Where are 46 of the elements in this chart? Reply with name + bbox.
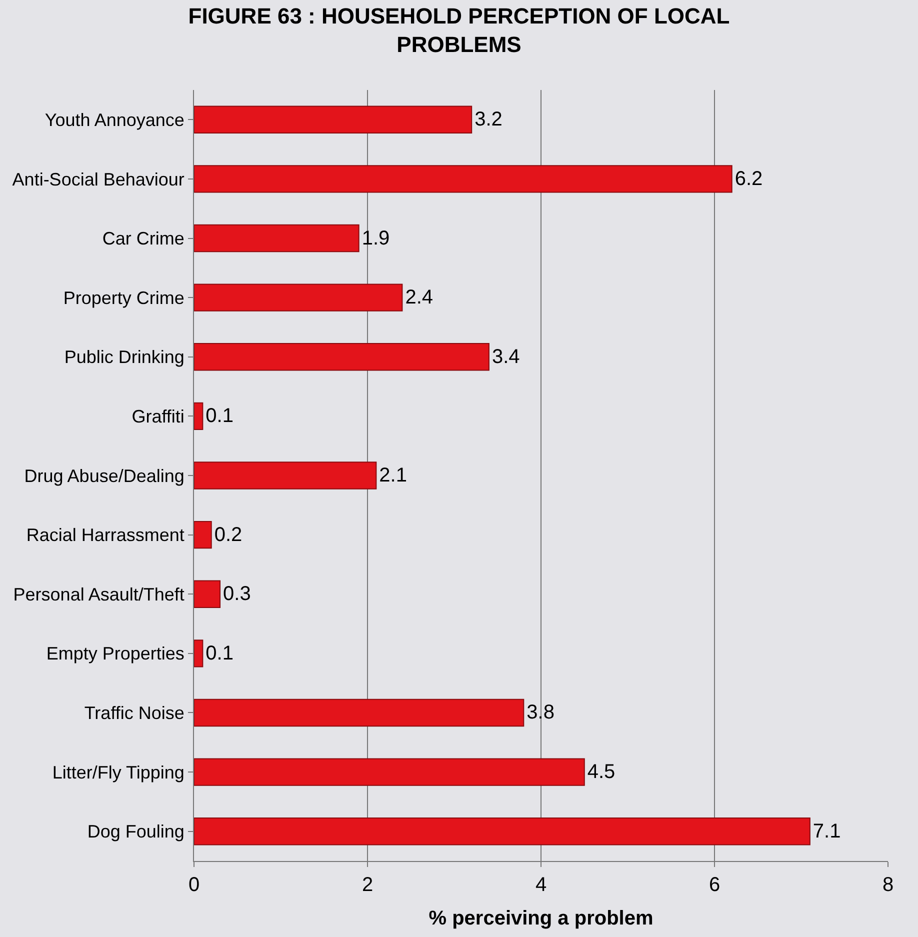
chart-title: FIGURE 63 : HOUSEHOLD PERCEPTION OF LOCAL PROBLEMS [188, 3, 730, 58]
data-label: 2.1 [379, 464, 407, 486]
bar [194, 818, 810, 846]
y-tick-label: Traffic Noise [84, 703, 184, 724]
data-label: 6.2 [734, 168, 763, 190]
x-tick-label: 4 [535, 874, 547, 896]
y-tick-label: Empty Properties [46, 644, 184, 664]
bar [194, 580, 221, 608]
y-tick-label: Dog Fouling [87, 822, 184, 842]
bar [194, 462, 377, 490]
bar [194, 640, 204, 668]
data-label: 0.2 [214, 524, 242, 546]
data-label: 0.1 [206, 642, 234, 664]
x-tick-label: 6 [708, 874, 720, 896]
x-tick-label: 0 [188, 874, 200, 896]
y-tick-label: Property Crime [63, 288, 184, 308]
y-tick-label: Car Crime [102, 228, 184, 249]
data-label: 3.2 [474, 108, 502, 131]
bar [194, 698, 524, 727]
y-tick-label: Drug Abuse/Dealing [24, 466, 184, 486]
bar [194, 106, 472, 134]
data-label: 4.5 [587, 761, 616, 784]
data-label: 7.1 [812, 820, 841, 842]
y-tick-label: Racial Harrassment [26, 525, 184, 546]
data-label: 0.3 [223, 583, 251, 606]
bar [194, 165, 732, 193]
bar [194, 284, 403, 312]
x-tick-label: 2 [362, 874, 374, 896]
bar [194, 520, 212, 549]
y-tick-label: Youth Annoyance [44, 110, 184, 130]
data-label: 0.1 [206, 405, 234, 428]
y-tick-label: Public Drinking [64, 347, 184, 368]
y-tick-label: Graffiti [132, 406, 184, 426]
bar [194, 758, 585, 786]
bar [194, 402, 204, 430]
bar [194, 224, 360, 252]
y-tick-label: Litter/Fly Tipping [52, 762, 184, 782]
data-label: 1.9 [362, 227, 390, 250]
y-tick-label: Personal Asault/Theft [13, 584, 184, 604]
y-tick-label: Anti-Social Behaviour [12, 169, 184, 190]
bar [194, 343, 490, 371]
x-tick-label: 8 [882, 874, 894, 896]
data-label: 3.8 [526, 702, 554, 724]
x-axis-title: % perceiving a problem [428, 908, 654, 930]
data-label: 2.4 [405, 286, 434, 309]
data-label: 3.4 [492, 346, 520, 368]
